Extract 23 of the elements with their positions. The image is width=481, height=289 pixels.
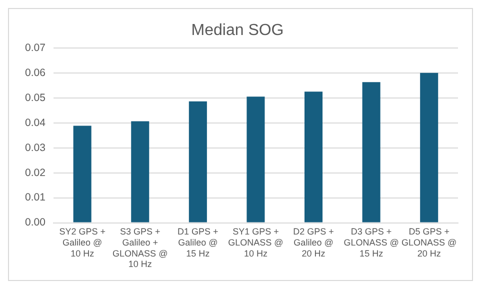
- bar: [420, 72, 438, 222]
- bar: [362, 82, 380, 222]
- bar: [73, 126, 92, 222]
- bar: [246, 96, 265, 222]
- chart-title: Median SOG: [191, 22, 284, 40]
- y-tick-label: 0.03: [25, 142, 46, 154]
- x-tick-label: D2 GPS + Galileo @ 20 Hz: [293, 226, 334, 258]
- y-tick-label: 0.05: [25, 92, 46, 104]
- y-tick-label: 0.07: [25, 42, 46, 54]
- x-tick-label: S3 GPS + Galileo + GLONASS @ 10 Hz: [112, 226, 168, 270]
- x-tick-label: D5 GPS + GLONASS @ 20 Hz: [402, 226, 457, 258]
- x-tick-label: D3 GPS + GLONASS @ 15 Hz: [344, 226, 399, 258]
- y-tick-label: 0.06: [25, 67, 46, 80]
- bar: [304, 92, 323, 222]
- x-tick-label: SY2 GPS + Galileo @ 10 Hz: [59, 226, 106, 258]
- bar: [131, 121, 150, 222]
- bar: [188, 101, 207, 222]
- y-tick-label: 0.00: [25, 216, 46, 229]
- x-tick-label: SY1 GPS + GLONASS @ 10 Hz: [228, 226, 284, 258]
- x-tick-label: D1 GPS + Galileo @ 15 Hz: [178, 226, 218, 258]
- y-tick-label: 0.04: [25, 116, 46, 129]
- y-tick-label: 0.01: [25, 192, 46, 204]
- y-tick-label: 0.02: [25, 166, 46, 179]
